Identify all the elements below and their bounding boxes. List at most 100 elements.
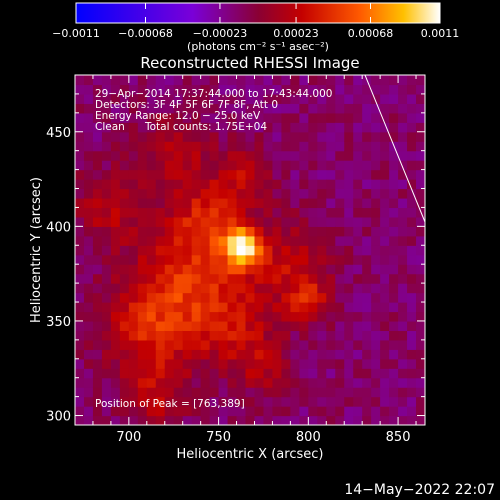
heatmap-cell	[416, 150, 425, 161]
heatmap-cell	[164, 273, 175, 284]
heatmap-cell	[146, 330, 157, 341]
heatmap-cell	[200, 179, 211, 190]
heatmap-cell	[335, 292, 345, 303]
heatmap-cell	[164, 84, 175, 95]
heatmap-cell	[299, 226, 309, 237]
heatmap-cell	[353, 377, 363, 388]
heatmap-cell	[173, 396, 184, 407]
heatmap-cell	[371, 131, 381, 142]
heatmap-cell	[245, 226, 256, 237]
heatmap-cell	[227, 302, 238, 313]
heatmap-cell	[326, 311, 336, 322]
heatmap-cell	[344, 103, 354, 114]
heatmap-cell	[263, 103, 274, 114]
heatmap-cell	[75, 169, 85, 180]
heatmap-cell	[272, 396, 283, 407]
heatmap-cell	[236, 283, 247, 294]
heatmap-cell	[254, 112, 265, 123]
heatmap-cell	[407, 387, 417, 398]
heatmap-cell	[407, 406, 417, 417]
heatmap-cell	[416, 349, 425, 360]
heatmap-cell	[110, 396, 121, 407]
heatmap-cell	[92, 179, 103, 190]
heatmap-cell	[308, 254, 318, 265]
heatmap-cell	[119, 207, 130, 218]
heatmap-cell	[335, 122, 345, 133]
heatmap-cell	[416, 103, 425, 114]
heatmap-cell	[317, 330, 327, 341]
heatmap-cell	[173, 368, 184, 379]
heatmap-cell	[164, 254, 175, 265]
heatmap-cell	[101, 264, 112, 275]
heatmap-cell	[200, 93, 211, 104]
heatmap-cell	[290, 93, 300, 104]
heatmap-cell	[245, 197, 256, 209]
heatmap-cell	[371, 150, 381, 161]
heatmap-cell	[380, 339, 390, 350]
heatmap-cell	[362, 377, 372, 388]
heatmap-cell	[173, 160, 184, 171]
heatmap-cell	[227, 141, 238, 152]
heatmap-cell	[164, 415, 175, 425]
heatmap-cell	[101, 368, 112, 379]
heatmap-cell	[407, 141, 417, 152]
heatmap-cell	[380, 75, 390, 86]
heatmap-cell	[92, 188, 103, 199]
heatmap-cell	[308, 226, 318, 237]
heatmap-cell	[200, 387, 211, 398]
x-tick-label: 800	[296, 430, 321, 445]
heatmap-cell	[290, 122, 300, 133]
heatmap-cell	[272, 311, 283, 322]
heatmap-cell	[75, 84, 85, 95]
heatmap-cell	[200, 396, 211, 407]
heatmap-cell	[254, 330, 265, 341]
heatmap-cell	[119, 273, 130, 284]
heatmap-cell	[317, 292, 327, 303]
heatmap-cell	[173, 254, 184, 265]
heatmap-cell	[407, 207, 417, 218]
heatmap-cell	[299, 188, 309, 199]
heatmap-cell	[308, 320, 318, 332]
heatmap-cell	[236, 141, 247, 152]
heatmap-cell	[326, 160, 336, 171]
heatmap-cell	[326, 197, 336, 209]
heatmap-cell	[416, 245, 425, 256]
heatmap-cell	[353, 169, 363, 180]
heatmap-cell	[326, 235, 336, 246]
heatmap-cell	[236, 368, 247, 379]
heatmap-cell	[164, 160, 175, 171]
heatmap-cell	[272, 320, 283, 332]
heatmap-cell	[236, 235, 247, 246]
heatmap-cell	[137, 349, 148, 360]
heatmap-cell	[371, 103, 381, 114]
heatmap-cell	[119, 320, 130, 332]
heatmap-cell	[380, 207, 390, 218]
heatmap-cell	[182, 330, 193, 341]
heatmap-cell	[173, 339, 184, 350]
heatmap-cell	[281, 216, 291, 227]
heatmap-cell	[92, 349, 103, 360]
heatmap-cell	[245, 93, 256, 104]
heatmap-cell	[209, 415, 220, 425]
heatmap-cell	[101, 169, 112, 180]
heatmap-cell	[92, 216, 103, 227]
y-tick-label: 350	[46, 315, 71, 330]
heatmap-cell	[254, 368, 265, 379]
heatmap-cell	[416, 302, 425, 313]
heatmap-cell	[308, 358, 318, 369]
heatmap-cell	[146, 283, 157, 294]
heatmap-cell	[137, 84, 148, 95]
heatmap-cell	[371, 273, 381, 284]
heatmap-cell	[299, 273, 309, 284]
heatmap-cell	[380, 112, 390, 123]
heatmap-cell	[119, 406, 130, 417]
heatmap-cell	[191, 216, 202, 227]
heatmap-cell	[398, 415, 408, 425]
heatmap-cell	[317, 368, 327, 379]
heatmap-cell	[119, 292, 130, 303]
heatmap-cell	[200, 245, 211, 256]
heatmap-cell	[191, 179, 202, 190]
heatmap-cell	[326, 131, 336, 142]
heatmap-cell	[317, 197, 327, 209]
heatmap-cell	[75, 75, 85, 86]
